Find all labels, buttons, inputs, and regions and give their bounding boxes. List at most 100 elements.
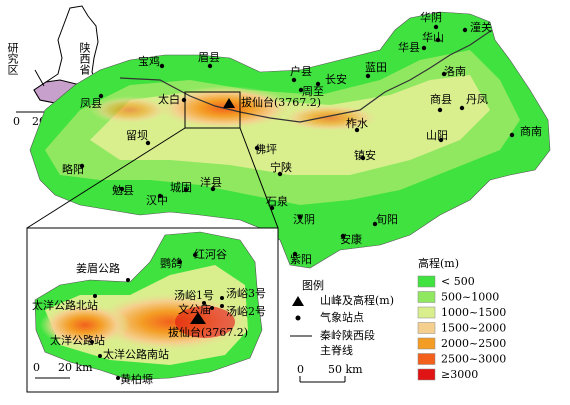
label: 研究区 [6,42,19,75]
station-label: 户县 [290,64,312,78]
legend-label: < 500 [441,275,475,288]
station-label: 紫阳 [290,253,312,266]
station-dot [277,171,283,177]
station-label: 旬阳 [376,213,398,226]
station-label: 长安 [325,72,347,86]
station-label: 柞水 [346,116,368,130]
terrain [40,303,130,347]
station-label: 凤县 [80,97,102,110]
peak-label: 拔仙台(3767.2) [168,325,248,339]
station-label: 镇安 [354,148,376,162]
station-label: 商南 [520,124,542,138]
legend-swatch [417,322,436,334]
elevation-legend: 高程(m) < 500 500~1000 1000~1500 1500~2000 200… [417,256,506,381]
station-dot [360,155,366,161]
station-label: 华阴 [420,10,442,24]
station-dot [220,304,224,308]
station-label: 蓝田 [365,61,387,74]
station-dot [354,127,360,133]
station-label: 城固 [170,181,192,194]
station-dot [126,278,130,282]
station-dot [421,45,427,51]
legend-swatch [417,337,436,350]
station-dot [254,145,260,151]
station-label: 鹦鸽 [160,256,182,270]
station-label: 太洋公路南站 [103,347,169,361]
legend-swatch [417,353,436,365]
legend-swatch [417,291,436,303]
station-dot [145,140,151,146]
station-label: 姜眉公路 [76,261,120,275]
legend-label: 气象站点 [320,310,364,324]
legend-swatch [417,275,436,288]
station-dot [292,251,298,257]
station-label: 丹凤 [466,93,488,106]
legend-swatch [417,368,436,381]
station-dot [93,294,97,298]
station-dot [509,132,515,138]
legend-label: 2500~3000 [441,353,506,366]
terrain [90,96,170,124]
station-dot [291,77,297,83]
legend-label: 500~1000 [441,291,499,304]
station-dot [210,186,216,192]
station-dot [441,71,447,77]
station-label: 汉中 [146,194,168,207]
station-dot [433,24,439,30]
station-dot [297,214,303,220]
station-dot [437,107,443,113]
station-label: 留坝 [126,128,148,142]
legend-label: 秦岭陕西段 [320,328,375,342]
station-dot [157,193,163,199]
station-label: 周至 [302,85,324,98]
legend-label: 1000~1500 [441,306,506,319]
station-dot [298,87,304,93]
legend-title: 图例 [302,278,324,292]
station-label: 华山 [422,30,444,44]
station-dot [193,253,197,257]
station-label: 潼关 [470,20,492,34]
station-dot [269,205,275,211]
station-label: 汤峪2号 [226,304,266,318]
scale-label: 50 km [328,363,363,376]
station-dot [183,187,189,193]
station-label: 宁陕 [270,160,292,174]
terrain [175,306,235,338]
scale-label: 0 [13,115,20,128]
station-label: 太白 [158,92,180,106]
legend-label: 主脊线 [320,343,353,357]
peak-marker [223,98,235,108]
station-label: 华县 [398,40,420,54]
station-label: 安康 [340,232,362,246]
station-dot [116,376,120,380]
station-dot [462,27,468,33]
station-label: 汤峪1号 [174,288,214,302]
station-label: 汤峪3号 [226,286,266,300]
station-label: 洋县 [200,175,222,189]
legend-title: 高程(m) [418,256,459,270]
station-label: 佛坪 [255,143,277,156]
station-dot [90,340,94,344]
station-dot [220,296,224,300]
connector [239,127,279,229]
station-label: 汉阴 [293,213,315,226]
station-dot [119,186,125,192]
station-dot [79,163,85,169]
legend-symbol [295,315,301,321]
legend-swatch [417,306,436,319]
legend-symbol [292,296,304,306]
scale-label: 0 [33,361,40,374]
scale-label: 20 km [58,361,93,374]
station-dot [178,260,182,264]
scale-label: 0 [297,363,304,376]
station-label: 黄柏塬 [120,372,153,386]
station-label: 眉县 [198,51,220,64]
station-dot [181,97,187,103]
connector [26,127,186,229]
station-label: 勉县 [112,183,134,197]
